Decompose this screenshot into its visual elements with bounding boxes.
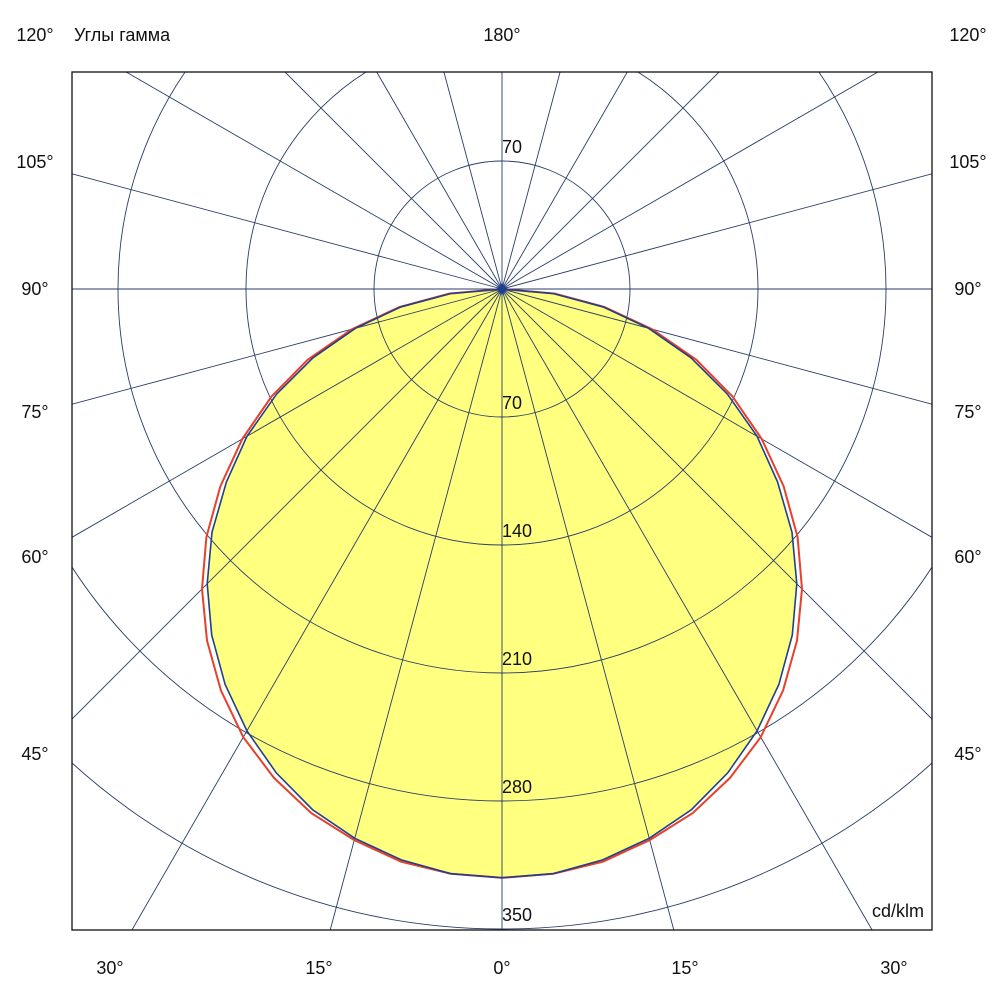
grid-radial-line (376, 72, 503, 290)
grid-radial-line (501, 72, 879, 290)
unit-label: cd/klm (872, 901, 924, 921)
plot-frame (71, 71, 933, 931)
center-marker (496, 283, 508, 295)
grid-radial-line (501, 288, 932, 538)
angle-label-bottom: 15° (671, 958, 698, 978)
grid-radial-line (329, 288, 503, 930)
angle-label-right: 90° (954, 279, 981, 299)
grid-radial-line (501, 72, 561, 290)
grid-radial-line (125, 72, 503, 290)
grid-radial-line (501, 72, 720, 290)
series-curve-blue (206, 288, 798, 879)
angle-label-left: 75° (21, 402, 48, 422)
grid-radial-line (284, 72, 503, 290)
angle-label-right: 60° (954, 547, 981, 567)
angle-label-right: 120° (949, 25, 986, 45)
angle-label-bottom: 30° (880, 958, 907, 978)
grid-radial-line (501, 173, 932, 290)
angle-label-left: 90° (21, 279, 48, 299)
angle-label-left: 105° (16, 152, 53, 172)
chart-title: Углы гамма (74, 25, 171, 45)
angle-label-bottom: 0° (493, 958, 510, 978)
grid-radial-line (501, 72, 628, 290)
radial-tick-label: 350 (502, 905, 532, 925)
angle-label-bottom: 15° (305, 958, 332, 978)
radial-tick-label: 210 (502, 649, 532, 669)
radial-tick-label: 280 (502, 777, 532, 797)
grid-radial-line (72, 173, 503, 290)
grid-radial-line (72, 288, 503, 720)
grid-radial-line (131, 288, 503, 930)
grid-radial-line (72, 288, 503, 405)
grid-radial-line (72, 288, 503, 538)
grid-radial-line (501, 288, 675, 930)
angle-label-right: 105° (949, 152, 986, 172)
grid-radial-line (443, 72, 503, 290)
grid-radial-line (501, 288, 873, 930)
radial-tick-label: 70 (502, 393, 522, 413)
angle-label-right: 45° (954, 744, 981, 764)
angle-label-left: 45° (21, 744, 48, 764)
angle-label-right: 75° (954, 402, 981, 422)
angle-label-left: 120° (16, 25, 53, 45)
radial-tick-label: 140 (502, 521, 532, 541)
angle-label-bottom: 30° (96, 958, 123, 978)
radial-tick-label: 70 (502, 137, 522, 157)
grid-radial-line (501, 288, 932, 720)
grid-radial-line (501, 288, 932, 405)
top-angle-label: 180° (483, 25, 520, 45)
angle-label-left: 60° (21, 547, 48, 567)
